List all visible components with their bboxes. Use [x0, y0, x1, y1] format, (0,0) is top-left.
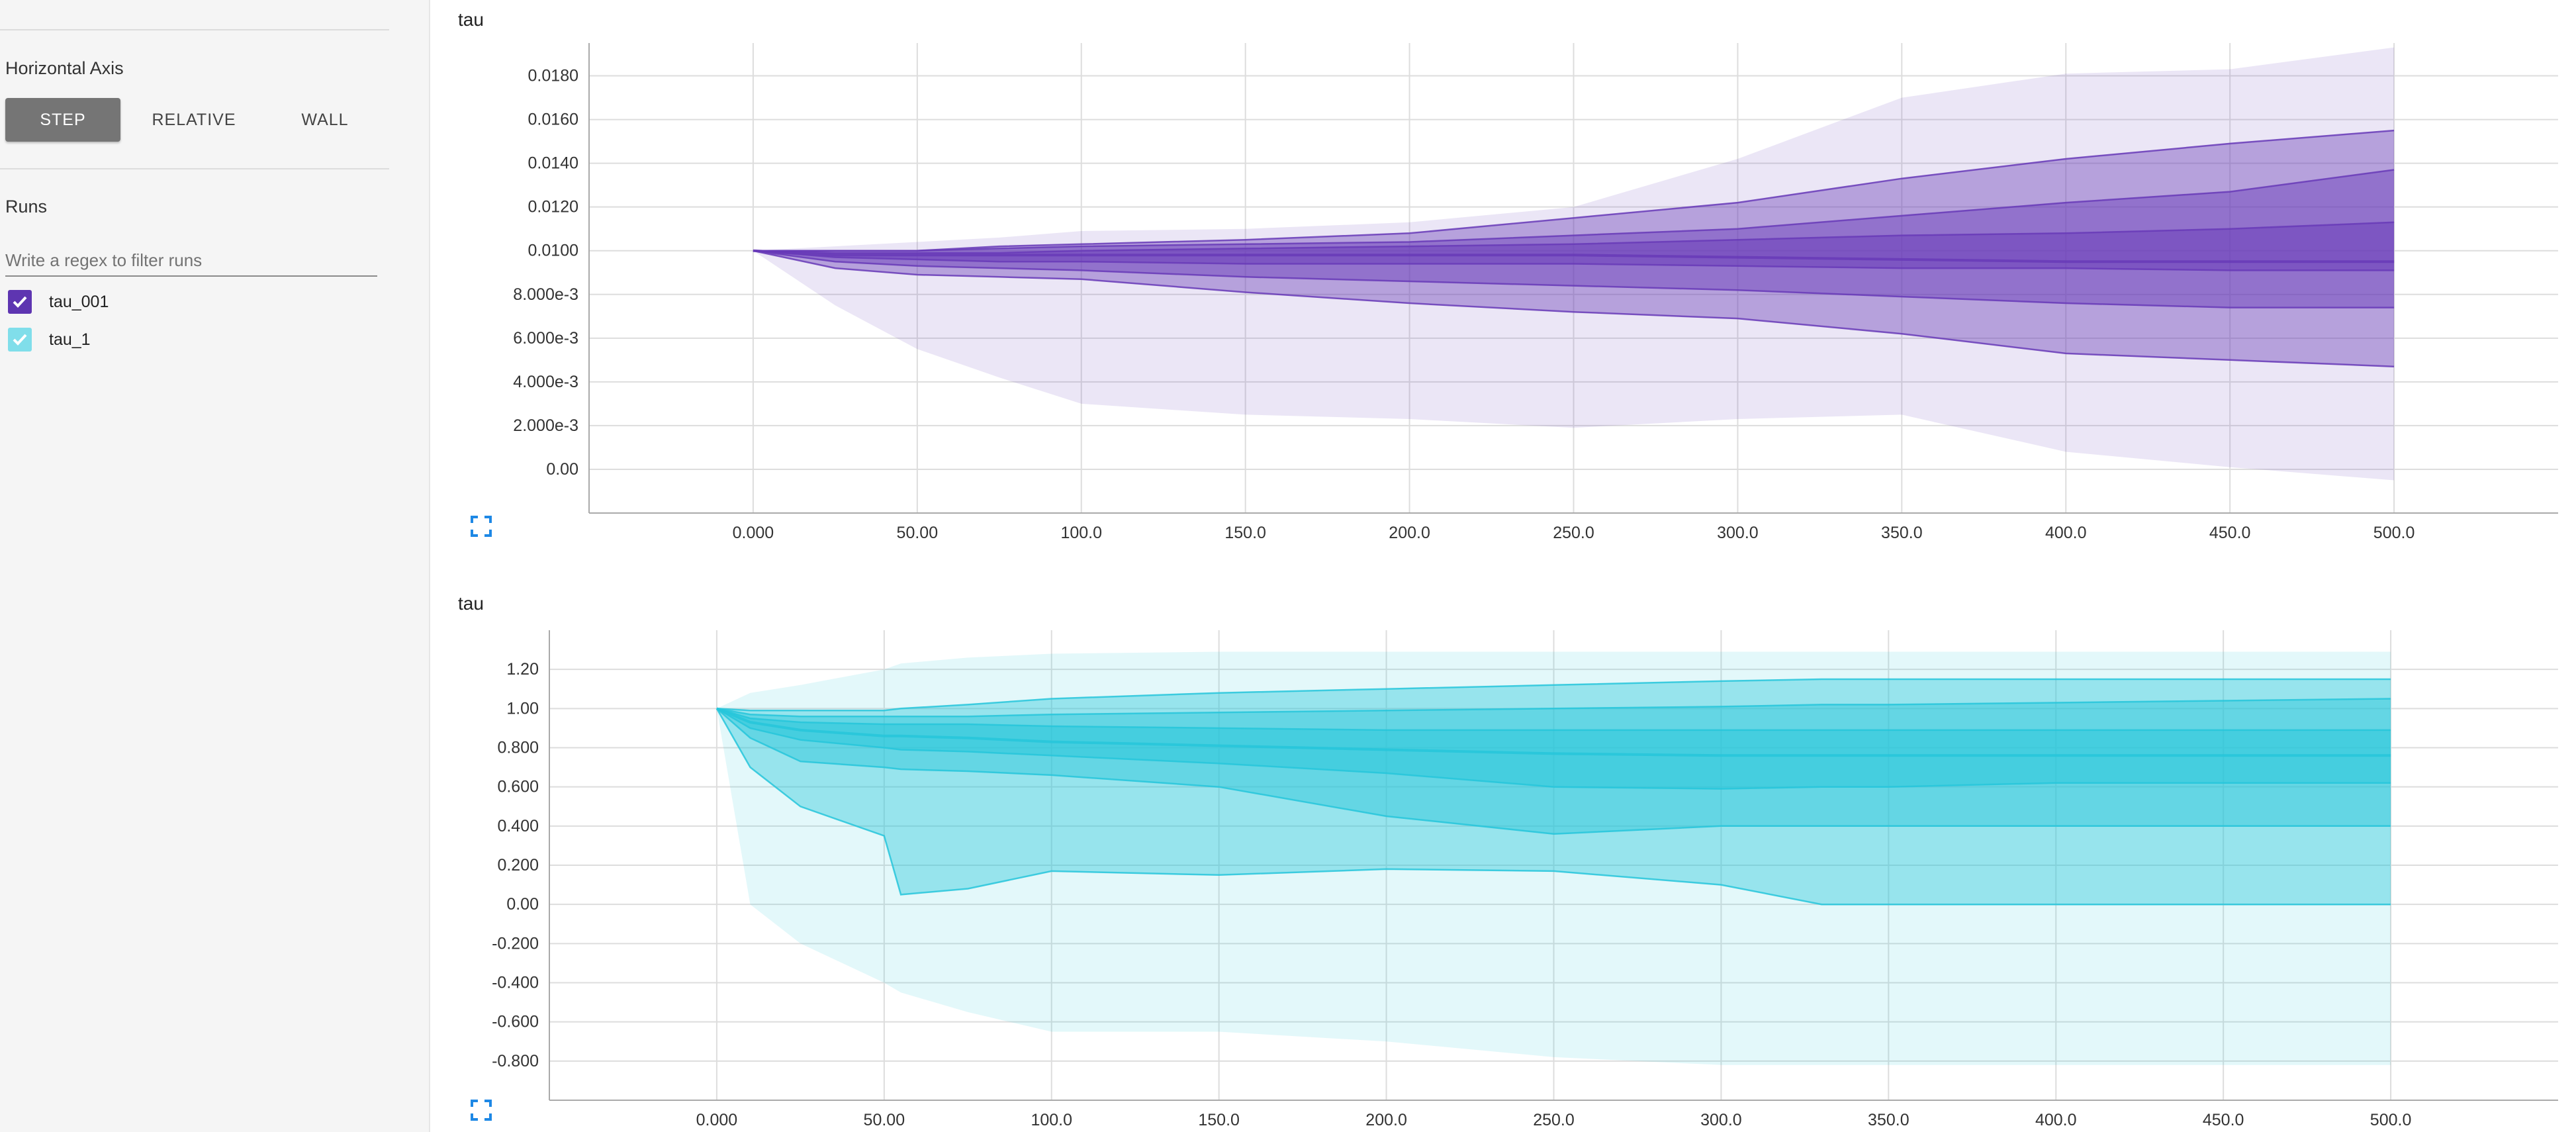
- horizontal-axis-title: Horizontal Axis: [5, 58, 124, 78]
- x-tick-label: 500.0: [2370, 1111, 2412, 1129]
- series-line: [753, 221, 2395, 254]
- y-tick-label: 0.800: [497, 739, 539, 757]
- step-button[interactable]: STEP: [5, 98, 120, 142]
- divider: [0, 168, 389, 169]
- series-line: [716, 708, 2391, 790]
- main-panel: tau 0.00 2.000e-3 4.000e-3 6.000e-3 8.000e-3…: [430, 0, 2576, 1132]
- y-tick-label: -0.400: [492, 974, 539, 992]
- run-item-tau-001[interactable]: tau_001: [8, 290, 109, 314]
- y-tick-label: -0.200: [492, 934, 539, 953]
- x-tick-label: 350.0: [1881, 524, 1923, 542]
- x-tick-label: 400.0: [2035, 1111, 2077, 1129]
- x-tick-label: 450.0: [2203, 1111, 2244, 1129]
- y-tick-label: 0.00: [546, 460, 578, 479]
- chart-tau-1[interactable]: -0.800 -0.600 -0.400 -0.200 0.00 0.200 0.400 0.…: [430, 583, 2576, 1132]
- y-tick-label: 0.0100: [528, 242, 578, 260]
- run-item-tau-1[interactable]: tau_1: [8, 328, 91, 352]
- x-tick-label: 250.0: [1533, 1111, 1575, 1129]
- y-tick-label: 0.0180: [528, 67, 578, 85]
- y-tick-label: 1.00: [506, 699, 539, 718]
- y-tick-label: 0.0140: [528, 154, 578, 173]
- y-tick-label: 2.000e-3: [513, 416, 578, 435]
- divider: [0, 29, 389, 30]
- expand-icon[interactable]: [470, 515, 492, 538]
- series-line: [716, 707, 2391, 757]
- x-tick-label: 300.0: [1700, 1111, 1742, 1129]
- x-tick-label: 50.00: [897, 524, 939, 542]
- x-tick-label: 150.0: [1224, 524, 1266, 542]
- run-label: tau_1: [49, 330, 91, 349]
- wall-button[interactable]: WALL: [301, 110, 349, 129]
- x-tick-label: 350.0: [1868, 1111, 1909, 1129]
- distribution-band: [753, 222, 2395, 271]
- y-tick-label: 0.600: [497, 778, 539, 796]
- series-line: [715, 708, 2391, 906]
- x-tick-label: 500.0: [2373, 524, 2415, 542]
- run-checkbox[interactable]: [8, 290, 32, 314]
- chart-title: tau: [458, 593, 484, 614]
- y-tick-label: 0.0160: [528, 111, 578, 129]
- check-icon: [13, 296, 27, 308]
- chart-tau-001[interactable]: 0.00 2.000e-3 4.000e-3 6.000e-3 8.000e-3 0.01…: [430, 0, 2576, 563]
- chart-title: tau: [458, 9, 484, 30]
- y-tick-label: 0.0120: [528, 198, 578, 216]
- run-checkbox[interactable]: [8, 328, 32, 352]
- y-tick-label: 0.400: [497, 817, 539, 835]
- series-line: [753, 250, 2395, 271]
- x-tick-label: 0.000: [733, 524, 774, 542]
- y-tick-label: 0.00: [506, 895, 539, 914]
- series-line: [753, 250, 2395, 308]
- x-tick-label: 0.000: [696, 1111, 738, 1129]
- relative-button[interactable]: RELATIVE: [152, 110, 236, 129]
- series-line: [716, 698, 2391, 718]
- y-tick-label: 0.200: [497, 856, 539, 874]
- series-line: [716, 708, 2391, 731]
- y-tick-label: 8.000e-3: [513, 285, 578, 304]
- x-tick-label: 400.0: [2045, 524, 2087, 542]
- series-line: [716, 708, 2391, 835]
- distribution-band: [716, 708, 2391, 789]
- series-line: [716, 678, 2391, 712]
- runs-title: Runs: [5, 197, 48, 216]
- x-tick-label: 50.00: [864, 1111, 905, 1129]
- x-tick-label: 250.0: [1553, 524, 1594, 542]
- x-tick-label: 150.0: [1198, 1111, 1240, 1129]
- sidebar: Horizontal Axis STEP RELATIVE WALL Runs …: [0, 0, 430, 1132]
- x-tick-label: 450.0: [2209, 524, 2251, 542]
- series-line: [753, 129, 2395, 252]
- expand-icon[interactable]: [470, 1099, 492, 1121]
- x-tick-label: 300.0: [1717, 524, 1759, 542]
- y-tick-label: -0.600: [492, 1013, 539, 1031]
- run-filter-input[interactable]: [5, 245, 377, 277]
- check-icon: [13, 334, 27, 346]
- y-tick-label: -0.800: [492, 1052, 539, 1070]
- x-tick-label: 200.0: [1365, 1111, 1407, 1129]
- series-line: [753, 249, 2395, 263]
- run-label: tau_001: [49, 292, 109, 311]
- x-tick-label: 100.0: [1060, 524, 1102, 542]
- y-tick-label: 1.20: [506, 660, 539, 679]
- horizontal-axis-selector: STEP RELATIVE WALL: [5, 98, 398, 142]
- x-tick-label: 100.0: [1031, 1111, 1072, 1129]
- series-line: [753, 250, 2395, 367]
- x-tick-label: 200.0: [1389, 524, 1430, 542]
- y-tick-label: 6.000e-3: [513, 329, 578, 348]
- y-tick-label: 4.000e-3: [513, 373, 578, 391]
